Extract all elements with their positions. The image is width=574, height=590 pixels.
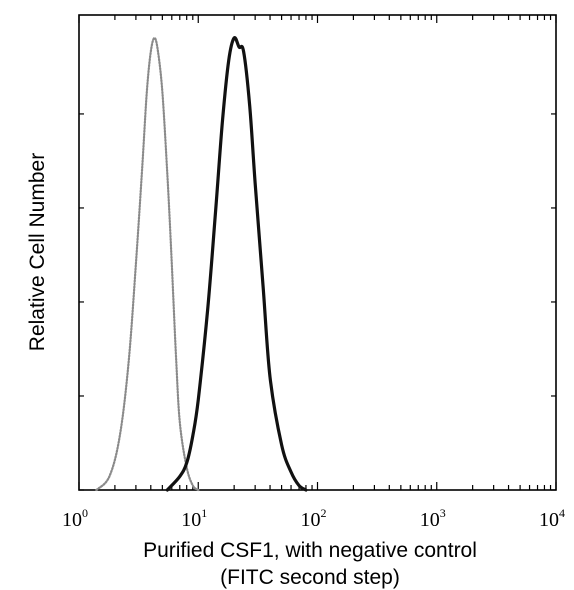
x-tick-group xyxy=(78,15,557,490)
x-axis-subtitle: (FITC second step) xyxy=(220,566,400,589)
negative-control-histogram-line xyxy=(95,36,200,492)
series-layer xyxy=(95,36,308,492)
y-tick-group xyxy=(79,113,556,491)
y-axis-title: Relative Cell Number xyxy=(26,153,49,351)
x-tick-label: 104 xyxy=(539,506,565,531)
csf1-histogram-line xyxy=(165,36,308,492)
x-tick-label: 102 xyxy=(301,506,327,531)
x-tick-label: 103 xyxy=(420,506,446,531)
x-tick-label: 101 xyxy=(181,506,207,531)
x-tick-label-group: 100 101 102 103 104 xyxy=(62,506,565,531)
plot-frame xyxy=(78,14,557,491)
x-axis-title: Purified CSF1, with negative control xyxy=(143,539,477,562)
x-tick-label: 100 xyxy=(62,506,88,531)
